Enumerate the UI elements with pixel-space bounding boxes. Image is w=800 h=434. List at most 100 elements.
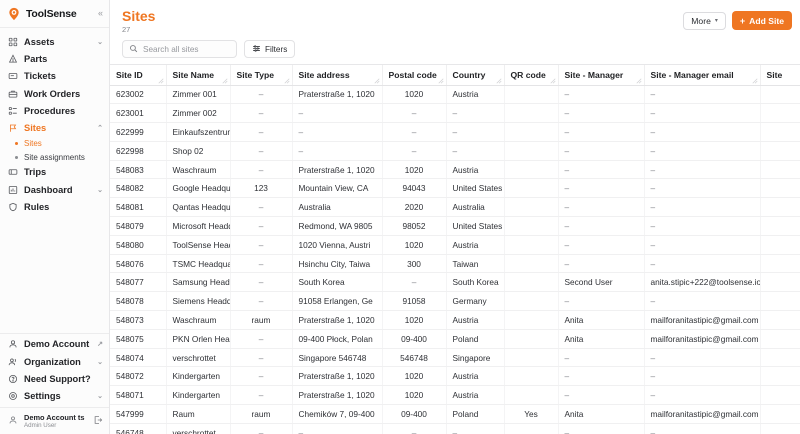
sidebar-subitem-sites[interactable]: Sites [0,137,109,151]
sidebar-item-need-support[interactable]: Need Support? [0,370,109,387]
sites-table-container[interactable]: Site ID Site Name Site Type Site address… [110,64,800,434]
column-header-country[interactable]: Country [446,65,505,86]
parts-icon [8,54,18,64]
table-row[interactable]: 548083 Waschraum – Praterstraße 1, 1020 1020… [110,160,800,180]
sidebar-spacer [0,216,109,333]
table-row[interactable]: 548075 PKN Orlen Head –09-400 Płock, Polan… [110,329,800,349]
table-row[interactable]: 548079 Microsoft Headq – Redmond, WA 9805 98… [110,216,800,236]
cell-id: 548078 [110,291,167,312]
column-label: Site Name [172,69,215,80]
resize-grip-icon[interactable] [751,76,758,84]
column-header-site-name[interactable]: Site Name [166,65,231,86]
resize-grip-icon[interactable] [157,76,164,84]
table-row[interactable]: 547999 Raum raum Chemików 7, 09-400 09-400 Po… [110,404,800,424]
sidebar-footer: Demo Account ↗ Organization ⌄ [0,332,109,434]
sidebar-subitem-site-assignments[interactable]: Site assignments [0,150,109,164]
cell-type: – [230,348,293,368]
cell-type: raum [230,310,293,330]
cell-email: mailforanitastipic@gmail.com [644,329,761,349]
cell-qr [504,103,559,124]
filters-button[interactable]: Filters [244,40,296,58]
sidebar-item-rules[interactable]: Rules [0,198,109,215]
more-button[interactable]: More ▾ [683,11,726,30]
table-row[interactable]: 548071 Kindergarten – Praterstraße 1, 1020 1… [110,385,800,406]
table-toolbar: Filters [110,34,800,64]
resize-grip-icon[interactable] [283,76,290,84]
resize-grip-icon[interactable] [549,76,556,84]
cell-email: – [644,423,761,434]
column-header-postal-code[interactable]: Postal code [382,65,447,86]
column-header-site-manager-email[interactable]: Site - Manager email [644,65,761,86]
cell-email: – [644,85,761,105]
sidebar-item-trips[interactable]: Trips [0,164,109,181]
search-input[interactable] [143,44,230,54]
column-header-site-type[interactable]: Site Type [230,65,293,86]
sidebar-collapse-icon[interactable]: « [97,8,103,18]
column-header-qr-code[interactable]: QR code [504,65,559,86]
resize-grip-icon[interactable] [221,76,228,84]
cell-email: – [644,216,761,236]
column-header-site-id[interactable]: Site ID [110,65,167,86]
table-row[interactable]: 548073 Waschraum raum Praterstraße 1, 1020 1… [110,310,800,330]
cell-manager: – [558,122,645,142]
column-header-site-manager[interactable]: Site - Manager [558,65,645,86]
table-row[interactable]: 548077 Samsung Headq – South Korea – South Ko… [110,272,800,293]
cell-last: – [760,197,800,218]
cell-postal: 1020 [382,235,447,255]
cell-address: – [292,103,383,124]
sidebar-item-parts[interactable]: Parts [0,50,109,67]
account-name: Demo Account ts [24,413,85,422]
cell-type: – [230,254,293,274]
cell-name: Waschraum [166,160,231,180]
sidebar-item-tickets[interactable]: Tickets [0,68,109,85]
table-row[interactable]: 548076 TSMC Headquar – Hsinchu City, Taiwa 3… [110,254,800,274]
chevron-down-icon: ⌄ [97,38,103,46]
cell-id: 548080 [110,235,167,255]
cell-id: 548079 [110,216,167,236]
sidebar-item-sites[interactable]: Sites ⌃ [0,119,109,136]
resize-grip-icon[interactable] [437,76,444,84]
sidebar-item-demo-account[interactable]: Demo Account ↗ [0,336,109,353]
filters-button-label: Filters [265,44,288,54]
logout-icon[interactable] [93,412,103,430]
account-switcher[interactable]: Demo Account ts Admin User [0,407,109,434]
table-row[interactable]: 548074 verschrottet – Singapore 546748 54674… [110,348,800,368]
cell-last: – [760,85,800,105]
resize-grip-icon[interactable] [495,76,502,84]
sidebar-item-procedures[interactable]: Procedures [0,102,109,119]
sidebar-item-organization[interactable]: Organization ⌄ [0,353,109,370]
cell-qr [504,310,559,330]
cell-address: Praterstraße 1, 1020 [292,385,383,406]
table-row[interactable]: 623002 Zimmer 001– Praterstraße 1, 1020 102… [110,85,800,105]
table-row[interactable]: 548072 Kindergarten – Praterstraße 1, 1020 1… [110,366,800,387]
sidebar-item-settings[interactable]: Settings ⌄ [0,388,109,405]
cell-email: – [644,235,761,255]
add-site-button[interactable]: + Add Site [731,11,792,30]
cell-last: – [760,366,800,387]
table-row[interactable]: 548081 Qantas Headqua – Australia 2020 Austra… [110,197,800,218]
cell-type: – [230,103,293,124]
chevron-down-icon: ⌄ [97,393,103,401]
sidebar-item-dashboard[interactable]: Dashboard ⌄ [0,181,109,198]
cell-country: Austria [446,235,505,255]
sidebar-item-work-orders[interactable]: Work Orders [0,85,109,102]
cell-name: TSMC Headquar [166,254,231,274]
cell-qr [504,366,559,387]
search-box[interactable] [122,40,237,58]
resize-grip-icon[interactable] [635,76,642,84]
sidebar-item-assets[interactable]: Assets ⌄ [0,33,109,50]
column-header-site-address[interactable]: Site address [292,65,383,86]
cell-name: Shop 02 [166,141,231,161]
table-row[interactable]: 548080 ToolSense Head –1020 Vienna, Austri… [110,235,800,255]
cell-email: – [644,178,761,199]
column-header-site[interactable]: Site [760,65,800,86]
question-icon [8,374,18,384]
table-row[interactable]: 548078 Siemens Headq –91058 Erlangen, Ge 91… [110,291,800,312]
resize-grip-icon[interactable] [373,76,380,84]
